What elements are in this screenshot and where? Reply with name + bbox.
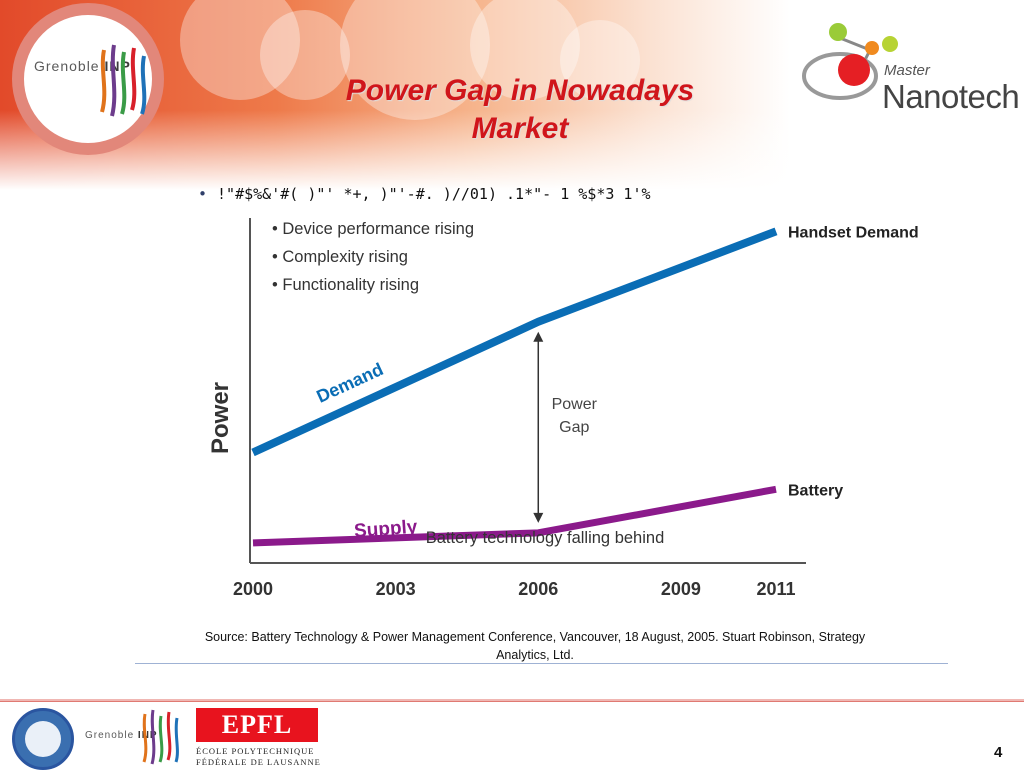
- battery-technology-note: Battery technology falling behind: [426, 529, 665, 547]
- decor-bubble: [340, 0, 490, 120]
- arrow-down-icon: [533, 512, 544, 523]
- slide-title-line2: Market: [471, 112, 569, 145]
- bullet-item: • !"#$%&'#( )"' *+, )"'-#. )//01) .1*"- 1…: [198, 185, 651, 203]
- nanotech-master-label: Master: [884, 62, 930, 79]
- master-nanotech-logo: Master Nanotech: [800, 18, 1024, 128]
- bullet-text: !"#$%&'#( )"' *+, )"'-#. )//01) .1*"- 1 …: [217, 185, 651, 203]
- decor-bubble: [560, 20, 640, 100]
- power-gap-label-line2: Gap: [559, 419, 589, 436]
- decor-bubble: [180, 0, 300, 100]
- power-gap-chart: 2000 2003 2006 2009 2011 Power Handset Demand B…: [207, 218, 919, 599]
- slide-title-line1: Power Gap in Nowadays: [345, 74, 695, 107]
- bullet-dot-icon: •: [198, 185, 208, 203]
- epfl-wordmark: EPFL: [221, 710, 293, 739]
- x-tick-label: 2011: [756, 579, 795, 599]
- source-divider: [135, 663, 948, 664]
- footer-grenoble-inp-name: Grenoble: [85, 730, 135, 741]
- decor-bubble: [260, 10, 350, 100]
- battery-label: Battery: [788, 482, 843, 499]
- slide-title: Power Gap in Nowadays Market: [300, 72, 740, 148]
- y-axis-label: Power: [207, 382, 234, 454]
- university-seal-icon: [12, 708, 74, 770]
- x-tick-label: 2003: [376, 579, 416, 599]
- arrow-up-icon: [533, 331, 544, 342]
- annotation-bullet: • Functionality rising: [272, 276, 419, 294]
- page-number: 4: [994, 744, 1003, 761]
- source-citation: Source: Battery Technology & Power Manag…: [140, 628, 930, 664]
- x-tick-label: 2000: [233, 579, 273, 599]
- source-line2: Analytics, Ltd.: [496, 648, 574, 662]
- x-tick-label: 2009: [661, 579, 701, 599]
- nanotech-name-label: Nanotech: [882, 78, 1020, 115]
- epfl-logo: EPFL: [196, 708, 318, 742]
- seal-center: [25, 721, 61, 757]
- handset-demand-label: Handset Demand: [788, 224, 919, 241]
- footer-divider: [0, 699, 1024, 701]
- grenoble-inp-bars-icon: [100, 44, 147, 117]
- source-line1: Source: Battery Technology & Power Manag…: [204, 630, 866, 644]
- annotation-bullet: • Device performance rising: [272, 220, 474, 238]
- power-gap-label-line1: Power: [552, 396, 598, 413]
- footer-divider-line: [0, 701, 1024, 702]
- footer-grenoble-inp-mark: INP: [137, 730, 158, 741]
- supply-line: [252, 485, 777, 547]
- epfl-line1: ÉCOLE POLYTECHNIQUE: [196, 746, 315, 756]
- footer-grenoble-inp-bars-icon: [142, 709, 179, 765]
- footer-grenoble-inp-text: Grenoble INP: [85, 730, 158, 741]
- x-tick-label: 2006: [518, 579, 558, 599]
- epfl-line2: FÉDÉRALE DE LAUSANNE: [196, 757, 321, 767]
- decor-bubble: [470, 0, 580, 100]
- grenoble-inp-name: Grenoble: [34, 58, 100, 74]
- molecule-icon: [802, 23, 898, 100]
- demand-line: [251, 227, 778, 457]
- supply-series-label: Supply: [353, 517, 418, 542]
- annotation-bullet: • Complexity rising: [272, 248, 408, 266]
